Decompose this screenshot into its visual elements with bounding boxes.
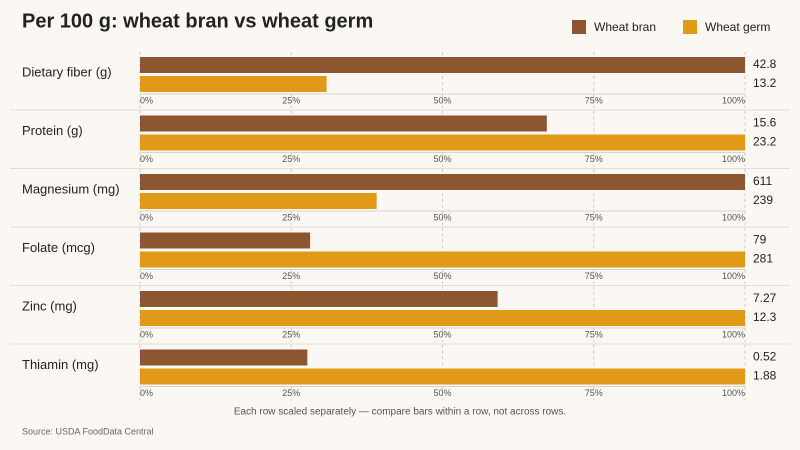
value-label: 23.2 <box>753 135 777 149</box>
x-tick-label: 50% <box>433 154 451 164</box>
x-tick-label: 50% <box>433 329 451 339</box>
category-label: Folate (mcg) <box>22 240 95 255</box>
bar <box>140 174 745 190</box>
bar <box>140 368 745 385</box>
x-tick-label: 25% <box>282 95 300 105</box>
bar <box>140 134 745 151</box>
x-tick-label: 75% <box>585 271 603 281</box>
x-tick-label: 0% <box>140 154 153 164</box>
bar <box>140 349 308 366</box>
x-tick-label: 100% <box>722 271 745 281</box>
x-tick-label: 0% <box>140 271 153 281</box>
bar <box>140 232 311 249</box>
x-tick-label: 100% <box>722 329 745 339</box>
bar <box>140 251 745 268</box>
category-label: Protein (g) <box>22 123 83 138</box>
x-tick-label: 0% <box>140 212 153 222</box>
x-tick-label: 0% <box>140 95 153 105</box>
legend-swatch <box>572 20 586 34</box>
chart-title: Per 100 g: wheat bran vs wheat germ <box>22 10 373 32</box>
bar <box>140 310 745 326</box>
value-label: 13.2 <box>753 76 777 90</box>
x-tick-label: 25% <box>282 154 300 164</box>
x-tick-label: 75% <box>585 154 603 164</box>
x-tick-label: 0% <box>140 388 153 398</box>
x-tick-label: 25% <box>282 329 300 339</box>
x-tick-label: 50% <box>433 95 451 105</box>
source: Source: USDA FoodData Central <box>22 426 154 436</box>
value-label: 611 <box>753 174 772 188</box>
value-label: 7.27 <box>753 291 777 305</box>
bar <box>140 115 547 132</box>
legend-label: Wheat bran <box>594 20 656 34</box>
x-tick-label: 25% <box>282 212 300 222</box>
value-label: 42.8 <box>753 57 777 71</box>
x-tick-label: 100% <box>722 154 745 164</box>
x-tick-label: 100% <box>722 212 745 222</box>
category-label: Dietary fiber (g) <box>22 64 112 79</box>
x-tick-label: 75% <box>585 95 603 105</box>
value-label: 281 <box>753 252 773 266</box>
category-label: Magnesium (mg) <box>22 181 120 196</box>
legend-label: Wheat germ <box>705 20 770 34</box>
x-tick-label: 25% <box>282 271 300 281</box>
value-label: 239 <box>753 193 773 207</box>
x-tick-label: 50% <box>433 271 451 281</box>
category-label: Thiamin (mg) <box>22 357 99 372</box>
legend-swatch <box>683 20 697 34</box>
note: Each row scaled separately — compare bar… <box>234 407 566 418</box>
x-tick-label: 50% <box>433 212 451 222</box>
bar <box>140 76 327 92</box>
x-tick-label: 0% <box>140 329 153 339</box>
value-label: 15.6 <box>753 116 777 130</box>
value-label: 1.88 <box>753 369 777 383</box>
bar <box>140 291 498 307</box>
x-tick-label: 100% <box>722 95 745 105</box>
x-tick-label: 75% <box>585 212 603 222</box>
value-label: 12.3 <box>753 310 777 324</box>
bar <box>140 57 745 73</box>
x-tick-label: 75% <box>585 388 603 398</box>
x-tick-label: 100% <box>722 388 745 398</box>
x-tick-label: 75% <box>585 329 603 339</box>
bar <box>140 193 377 209</box>
x-tick-label: 50% <box>433 388 451 398</box>
value-label: 79 <box>753 233 767 247</box>
value-label: 0.52 <box>753 350 777 364</box>
category-label: Zinc (mg) <box>22 298 77 313</box>
x-tick-label: 25% <box>282 388 300 398</box>
